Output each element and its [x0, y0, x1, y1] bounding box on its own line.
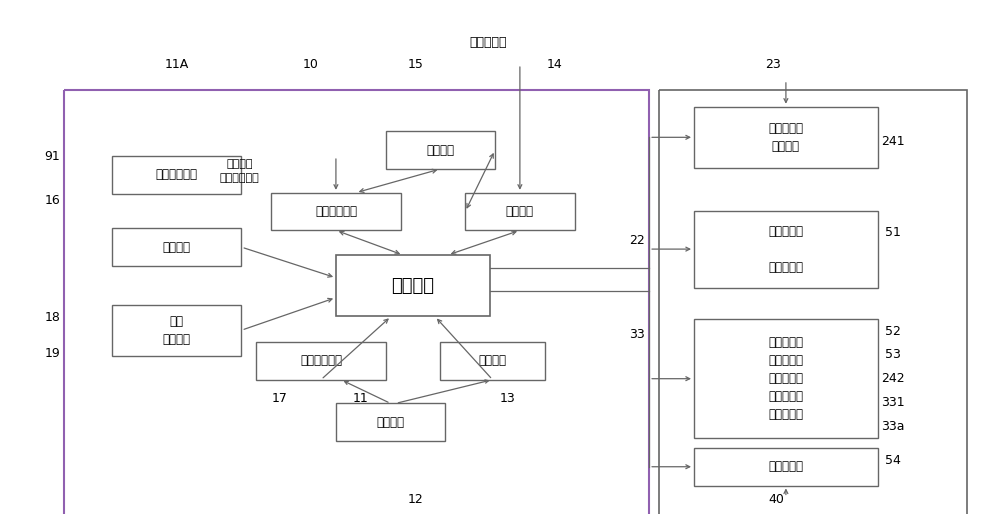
- Text: 18: 18: [45, 311, 60, 324]
- Bar: [112, 156, 241, 194]
- Bar: [112, 305, 241, 356]
- Bar: [336, 255, 490, 316]
- Bar: [465, 193, 575, 230]
- Bar: [694, 210, 878, 287]
- Text: 11A: 11A: [165, 57, 189, 71]
- Text: 第二电磁锁
第三电磁锁
第二传感器
第二指示灯
光电传感器: 第二电磁锁 第三电磁锁 第二传感器 第二指示灯 光电传感器: [768, 336, 803, 421]
- Text: 52: 52: [885, 325, 901, 338]
- Bar: [336, 403, 445, 441]
- Text: 第一传感器
卸料机构: 第一传感器 卸料机构: [768, 122, 803, 153]
- Text: 第四电磁锁: 第四电磁锁: [768, 460, 803, 473]
- Text: 10: 10: [303, 57, 319, 71]
- Text: 15: 15: [408, 57, 423, 71]
- Bar: [386, 131, 495, 169]
- Text: 33a: 33a: [881, 420, 905, 433]
- Text: 14: 14: [547, 57, 563, 71]
- Text: 16: 16: [45, 194, 60, 207]
- Text: 91: 91: [45, 149, 60, 163]
- Bar: [256, 342, 386, 379]
- Text: 计时单元: 计时单元: [479, 354, 507, 368]
- Text: 通讯单元: 通讯单元: [506, 205, 534, 218]
- Text: 第一电磁锁

第一电磁锁: 第一电磁锁 第一电磁锁: [768, 224, 803, 273]
- Text: 12: 12: [408, 493, 423, 506]
- Bar: [694, 107, 878, 168]
- Text: 药品信息
药品服用信息: 药品信息 药品服用信息: [220, 159, 259, 183]
- Bar: [659, 90, 967, 517]
- Text: 温湿度传感器: 温湿度传感器: [300, 354, 342, 368]
- Text: 储存单元: 储存单元: [426, 144, 454, 157]
- Text: 语音单元: 语音单元: [163, 240, 191, 254]
- Text: 11: 11: [353, 392, 369, 405]
- Bar: [694, 320, 878, 438]
- Text: 54: 54: [885, 454, 901, 467]
- Text: 13: 13: [500, 392, 516, 405]
- Text: 17: 17: [271, 392, 287, 405]
- Text: 人机交互单元: 人机交互单元: [315, 205, 357, 218]
- Text: 242: 242: [881, 372, 905, 385]
- Text: 医生、亲人: 医生、亲人: [469, 36, 507, 49]
- Text: 控制单元: 控制单元: [391, 277, 434, 295]
- Text: 电池单元: 电池单元: [377, 416, 405, 429]
- Bar: [440, 342, 545, 379]
- Bar: [112, 229, 241, 266]
- Text: 53: 53: [885, 348, 901, 361]
- Bar: [271, 193, 401, 230]
- Text: 风机
干燥装置: 风机 干燥装置: [163, 315, 191, 346]
- Text: 51: 51: [885, 226, 901, 239]
- Text: 22: 22: [629, 234, 645, 247]
- Text: 241: 241: [881, 135, 905, 148]
- Text: 33: 33: [629, 328, 645, 341]
- Bar: [64, 90, 649, 517]
- Text: 331: 331: [881, 396, 905, 409]
- Text: 40: 40: [769, 493, 784, 506]
- Text: 19: 19: [45, 347, 60, 360]
- Text: 23: 23: [766, 57, 781, 71]
- Bar: [694, 448, 878, 485]
- Text: 第一驱动机构: 第一驱动机构: [156, 169, 198, 181]
